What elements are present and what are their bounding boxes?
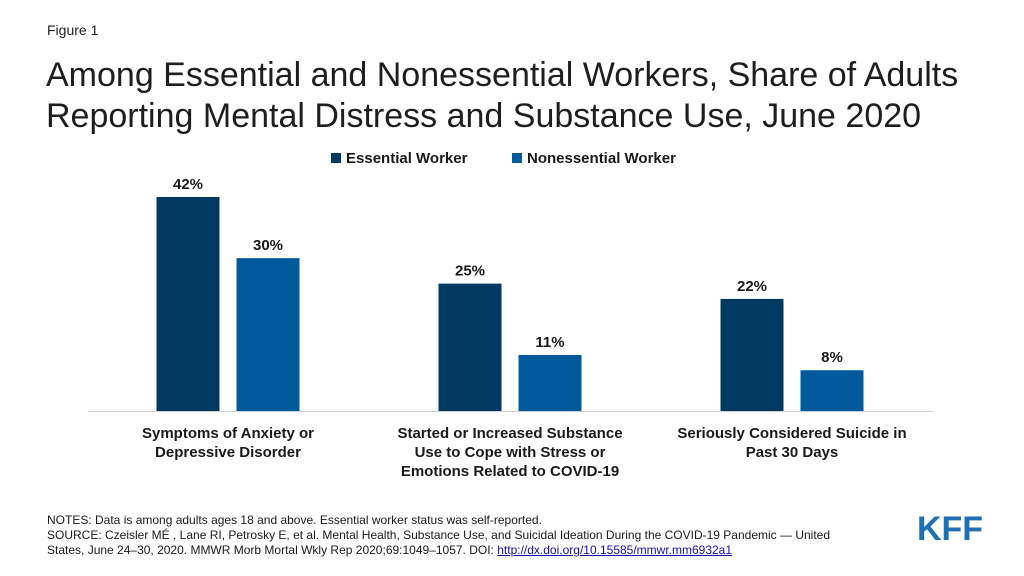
data-label-nonessential-2: 11% bbox=[535, 334, 564, 351]
kff-logo-text: KFF bbox=[917, 511, 983, 543]
category-label-2-line-2: Use to Cope with Stress or bbox=[415, 444, 606, 461]
legend-item-nonessential-worker: Nonessential Worker bbox=[512, 150, 676, 167]
bar-chart: 42% 30% Symptoms of Anxiety or Depressive D… bbox=[88, 176, 933, 480]
category-label-1-line-1: Symptoms of Anxiety or bbox=[142, 425, 314, 442]
data-label-essential-1: 42% bbox=[173, 176, 203, 193]
bar-essential-3 bbox=[720, 298, 784, 411]
doi-link[interactable]: http://dx.doi.org/10.15585/mmwr.mm6932a1 bbox=[497, 543, 733, 557]
data-label-essential-2: 25% bbox=[455, 263, 485, 280]
bar-nonessential-2 bbox=[518, 354, 582, 411]
category-label-1-line-2: Depressive Disorder bbox=[155, 444, 301, 461]
chart-title-line-1: Among Essential and Nonessential Workers… bbox=[46, 56, 959, 94]
data-label-essential-3: 22% bbox=[737, 278, 767, 295]
notes-line: NOTES: Data is among adults ages 18 and … bbox=[47, 513, 542, 527]
kff-logo: KFF bbox=[917, 511, 983, 543]
legend-swatch-essential-worker bbox=[331, 153, 341, 163]
figure-label: Figure 1 bbox=[47, 22, 99, 38]
legend-swatch-nonessential-worker bbox=[512, 153, 522, 163]
legend-label-essential-worker: Essential Worker bbox=[346, 150, 468, 167]
chart-legend: Essential Worker Nonessential Worker bbox=[0, 150, 1024, 170]
chart-title: Among Essential and Nonessential Workers… bbox=[46, 55, 1006, 137]
category-label-3-line-1: Seriously Considered Suicide in bbox=[677, 425, 906, 442]
data-label-nonessential-3: 8% bbox=[821, 349, 843, 366]
chart-title-line-2: Reporting Mental Distress and Substance … bbox=[46, 97, 922, 135]
bar-essential-2 bbox=[438, 283, 502, 411]
bar-nonessential-3 bbox=[800, 370, 864, 411]
legend-label-nonessential-worker: Nonessential Worker bbox=[527, 150, 676, 167]
source-citation-text: States, June 24–30, 2020. MMWR Morb Mort… bbox=[47, 543, 498, 557]
legend-item-essential-worker: Essential Worker bbox=[331, 150, 467, 167]
category-label-3-line-2: Past 30 Days bbox=[746, 444, 839, 461]
source-line-continued: States, June 24–30, 2020. MMWR Morb Mort… bbox=[47, 543, 897, 558]
source-line: SOURCE: Czeisler MÉ , Lane RI, Petrosky … bbox=[47, 528, 831, 542]
category-label-2-line-3: Emotions Related to COVID-19 bbox=[401, 463, 619, 480]
bar-essential-1 bbox=[156, 197, 220, 411]
category-label-2-line-1: Started or Increased Substance bbox=[397, 425, 622, 442]
notes-section: NOTES: Data is among adults ages 18 and … bbox=[47, 513, 897, 558]
data-label-nonessential-1: 30% bbox=[253, 237, 283, 254]
bar-nonessential-1 bbox=[236, 258, 300, 411]
